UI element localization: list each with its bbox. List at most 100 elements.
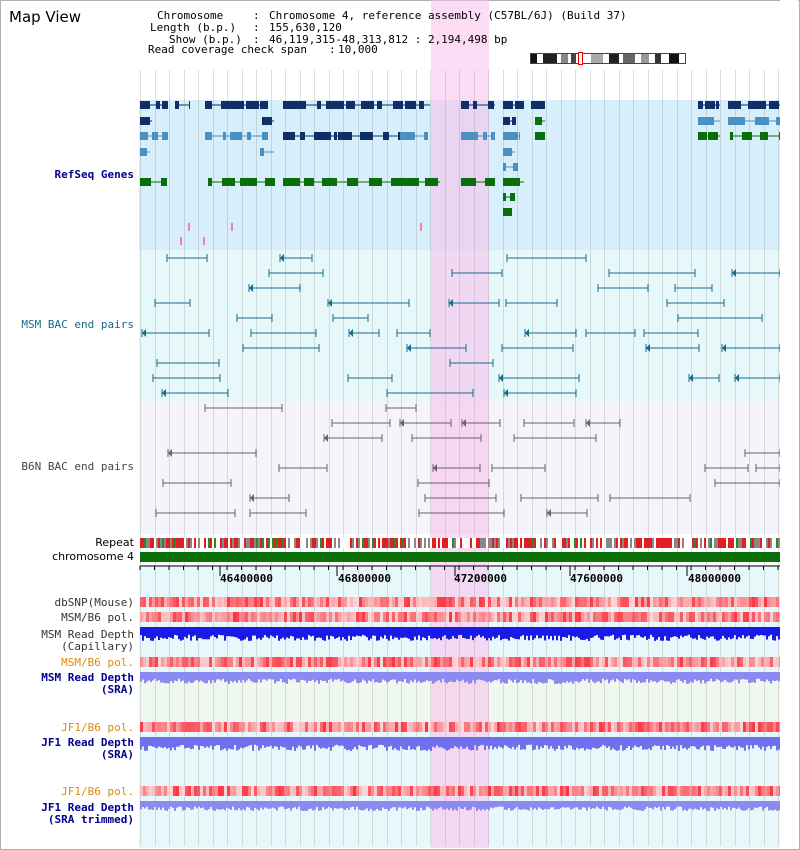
read-depth-bar: [450, 801, 452, 809]
heatmap-cell: [146, 722, 149, 732]
highlight-region[interactable]: [431, 0, 489, 848]
heatmap-cell: [632, 722, 635, 732]
heatmap-cell: [752, 722, 755, 732]
read-depth-bar: [718, 801, 720, 810]
read-depth-bar: [360, 672, 362, 683]
read-depth-bar: [170, 672, 172, 682]
read-depth-bar: [438, 627, 440, 639]
label-jf1-depth-sra-1[interactable]: JF1 Read Depth: [41, 736, 134, 749]
chromosome-ideogram[interactable]: [530, 52, 686, 65]
chromosome-4-bar[interactable]: [140, 552, 780, 562]
heatmap-cell: [308, 722, 311, 732]
label-b6n-bac[interactable]: B6N BAC end pairs: [21, 460, 134, 473]
label-jf1-b6-pol-1[interactable]: JF1/B6 pol.: [61, 721, 134, 734]
read-depth-bar: [666, 672, 668, 682]
read-depth-bar: [174, 801, 176, 811]
gene-exon: [398, 132, 400, 140]
heatmap-cell: [644, 612, 647, 622]
heatmap-cell: [365, 597, 368, 607]
read-depth-bar: [402, 672, 404, 682]
b6n-bac-track[interactable]: [155, 404, 781, 517]
repeat-element: [398, 538, 400, 548]
read-depth-tracks[interactable]: [140, 627, 780, 811]
heatmap-cell: [326, 657, 329, 667]
grid-line: [459, 70, 460, 846]
repeat-element: [310, 538, 312, 548]
heatmap-cell: [308, 597, 311, 607]
heatmap-cell: [482, 657, 485, 667]
repeat-element: [698, 538, 700, 548]
heatmap-cell: [362, 786, 365, 796]
label-chromosome[interactable]: chromosome 4: [52, 550, 134, 563]
read-depth-bar: [328, 801, 330, 807]
read-depth-bar: [534, 627, 536, 639]
read-depth-bar: [242, 801, 244, 809]
read-depth-bar: [462, 627, 464, 638]
read-depth-bar: [156, 627, 158, 637]
label-repeat[interactable]: Repeat: [95, 536, 134, 549]
heatmap-cell: [344, 722, 347, 732]
heatmap-cell: [350, 597, 353, 607]
heatmap-cell: [404, 786, 407, 796]
read-depth-bar: [690, 801, 692, 809]
heatmap-cell: [590, 612, 593, 622]
read-depth-bar: [494, 627, 496, 639]
label-dbsnp[interactable]: dbSNP(Mouse): [54, 596, 134, 609]
heatmap-cell: [413, 786, 416, 796]
read-depth-bar: [270, 672, 272, 680]
read-depth-bar: [398, 627, 400, 640]
label-msm-b6-pol-1[interactable]: MSM/B6 pol.: [61, 611, 134, 624]
msm-bac-track[interactable]: [141, 254, 781, 397]
heatmap-cell: [248, 786, 251, 796]
heatmap-cell: [440, 722, 443, 732]
gene-exon: [698, 117, 714, 125]
repeat-element: [718, 538, 720, 548]
repeat-track[interactable]: [140, 538, 780, 548]
heatmap-cell: [569, 612, 572, 622]
heatmap-cell: [560, 657, 563, 667]
ideogram-position-marker[interactable]: [578, 52, 583, 65]
label-msm-bac[interactable]: MSM BAC end pairs: [21, 318, 134, 331]
read-depth-bar: [400, 672, 402, 682]
heatmap-tracks[interactable]: [140, 597, 782, 796]
read-depth-bar: [650, 672, 652, 681]
read-depth-bar: [494, 801, 496, 808]
heatmap-cell: [671, 597, 674, 607]
read-depth-bar: [140, 627, 142, 636]
heatmap-cell: [692, 786, 695, 796]
label-msm-b6-pol-2[interactable]: MSM/B6 pol.: [61, 656, 134, 669]
heatmap-cell: [266, 597, 269, 607]
read-depth-bar: [752, 737, 754, 749]
read-depth-bar: [762, 627, 764, 636]
read-depth-bar: [678, 627, 680, 639]
label-msm-depth-capillary-1[interactable]: MSM Read Depth: [41, 628, 134, 641]
read-depth-bar: [264, 737, 266, 748]
read-depth-bar: [520, 627, 522, 637]
grid-line: [778, 70, 779, 846]
read-depth-bar: [544, 672, 546, 684]
read-depth-bar: [286, 672, 288, 684]
read-depth-bar: [314, 672, 316, 683]
read-depth-bar: [690, 627, 692, 638]
repeat-element: [266, 538, 268, 548]
read-depth-bar: [588, 672, 590, 683]
read-depth-bar: [416, 672, 418, 683]
label-msm-depth-sra-1[interactable]: MSM Read Depth: [41, 671, 134, 684]
read-depth-bar: [372, 801, 374, 811]
heatmap-cell: [203, 722, 206, 732]
repeat-element: [648, 538, 650, 548]
read-depth-bar: [150, 627, 152, 641]
read-depth-bar: [396, 672, 398, 684]
label-jf1-b6-pol-2[interactable]: JF1/B6 pol.: [61, 785, 134, 798]
read-depth-bar: [684, 737, 686, 748]
read-depth-bar: [666, 627, 668, 641]
read-depth-bar: [344, 672, 346, 682]
label-jf1-depth-trim-1[interactable]: JF1 Read Depth: [41, 801, 134, 814]
heatmap-cell: [716, 597, 719, 607]
label-refseq-genes[interactable]: RefSeq Genes: [54, 168, 134, 181]
refseq-genes-track[interactable]: [140, 101, 780, 245]
read-depth-bar: [166, 737, 168, 749]
read-depth-bar: [518, 627, 520, 640]
read-depth-bar: [674, 801, 676, 809]
